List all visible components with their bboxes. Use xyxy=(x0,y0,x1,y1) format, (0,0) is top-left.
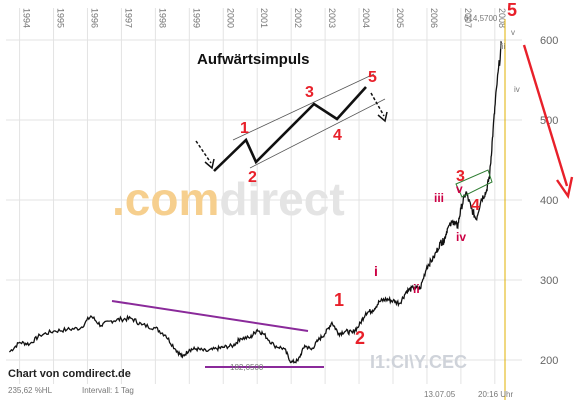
wave-label-4: 4 xyxy=(471,197,480,214)
x-tick-label: 2000 xyxy=(225,8,235,28)
time-label: 20:16 Uhr xyxy=(478,390,513,399)
impulse-inset: Aufwärtsimpuls 1 2 3 4 5 xyxy=(195,51,388,186)
y-tick-label: 600 xyxy=(540,35,558,47)
stats-label: 235,62 %HL xyxy=(8,386,53,395)
current-value-label: 614,5700 xyxy=(464,14,498,23)
x-tick-label: 1999 xyxy=(191,8,201,28)
x-tick-label: 1998 xyxy=(157,8,167,28)
inset-channel-lower xyxy=(249,98,386,169)
x-tick-label: 2002 xyxy=(293,8,303,28)
x-axis-ticks: 1994 1995 1996 1997 1998 1999 2000 2001 2002 2003… xyxy=(22,8,507,28)
wave-label-iv-top: iv xyxy=(514,85,520,94)
wave-label-iii-top: iii xyxy=(500,42,506,51)
inset-title: Aufwärtsimpuls xyxy=(197,51,310,68)
y-tick-label: 200 xyxy=(540,355,558,367)
x-tick-label: 2003 xyxy=(327,8,337,28)
wave-label-iv: iv xyxy=(456,230,466,244)
x-tick-label: 2008 xyxy=(497,8,507,28)
inset-wave-5: 5 xyxy=(368,69,377,86)
wave-label-2: 2 xyxy=(355,328,365,348)
ticker-label: I1:CI\Y.CEC xyxy=(370,352,467,372)
wave-label-ii: ii xyxy=(413,282,420,296)
wave-label-1: 1 xyxy=(334,290,344,310)
inset-exit-arrow xyxy=(370,92,385,117)
x-tick-label: 2001 xyxy=(259,8,269,28)
watermark: .comdirect xyxy=(112,173,345,225)
inset-exit-arrow-head xyxy=(377,111,388,123)
resistance-trendline xyxy=(111,300,309,332)
x-tick-label: 2005 xyxy=(395,8,405,28)
wave-label-v-top: v xyxy=(511,28,515,37)
y-tick-label: 300 xyxy=(540,275,558,287)
x-tick-label: 1996 xyxy=(89,8,99,28)
x-tick-label: 2004 xyxy=(361,8,371,28)
price-series-line xyxy=(8,40,503,364)
y-tick-label: 400 xyxy=(540,195,558,207)
y-tick-label: 500 xyxy=(540,115,558,127)
inset-wave-1: 1 xyxy=(240,120,249,137)
wave-4-channel xyxy=(455,169,493,198)
x-tick-label: 2007 xyxy=(463,8,473,28)
date-label: 13.07.05 xyxy=(424,390,456,399)
wave-label-iii: iii xyxy=(434,191,444,205)
watermark-part: direct xyxy=(219,173,344,225)
inset-entry-arrow-head xyxy=(204,158,215,170)
inset-entry-arrow xyxy=(195,140,212,164)
inset-channel-upper xyxy=(232,73,375,141)
inset-wave-3: 3 xyxy=(305,84,314,101)
forecast-arrow-head xyxy=(556,176,574,199)
source-label: Chart von comdirect.de xyxy=(8,368,131,380)
wave-label-v: v xyxy=(456,182,463,196)
wave-label-5: 5 xyxy=(507,0,517,20)
x-tick-label: 2006 xyxy=(429,8,439,28)
low-label: 182,0500 xyxy=(230,363,264,372)
wave-label-i: i xyxy=(374,263,378,279)
wave-label-3: 3 xyxy=(456,168,465,185)
x-tick-label: 1997 xyxy=(123,8,133,28)
watermark-part: .com xyxy=(112,173,219,225)
x-tick-label: 1994 xyxy=(22,8,32,28)
inset-impulse-path xyxy=(213,86,367,172)
y-axis-ticks: 200 300 400 500 600 xyxy=(540,35,558,367)
inset-wave-4: 4 xyxy=(333,127,342,144)
x-tick-label: 1995 xyxy=(56,8,66,28)
inset-wave-2: 2 xyxy=(248,169,257,186)
interval-label: Intervall: 1 Tag xyxy=(82,386,134,395)
grid xyxy=(6,8,522,384)
forecast-arrow xyxy=(522,44,569,187)
